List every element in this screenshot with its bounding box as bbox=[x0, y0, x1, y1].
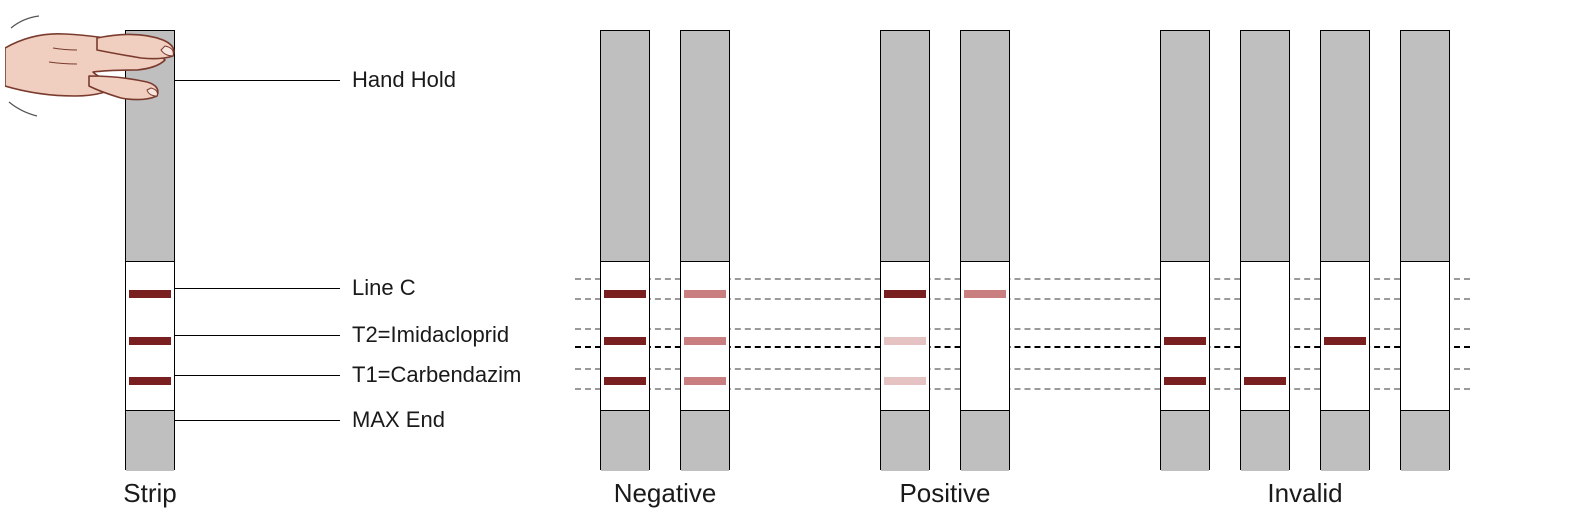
band-t1 bbox=[884, 377, 926, 385]
band-t2 bbox=[684, 337, 726, 345]
label-max-end: MAX End bbox=[352, 407, 445, 433]
band-t2 bbox=[1324, 337, 1366, 345]
strip-window bbox=[881, 261, 929, 411]
label-t1: T1=Carbendazim bbox=[352, 362, 521, 388]
strip-foot bbox=[601, 411, 649, 471]
strip-window bbox=[1161, 261, 1209, 411]
strip-handle bbox=[1401, 31, 1449, 261]
strip-foot bbox=[1401, 411, 1449, 471]
band-t1 bbox=[684, 377, 726, 385]
label-t2: T2=Imidacloprid bbox=[352, 322, 509, 348]
strip-window bbox=[601, 261, 649, 411]
strip-foot bbox=[881, 411, 929, 471]
band-t1 bbox=[1164, 377, 1206, 385]
strip-handle bbox=[1241, 31, 1289, 261]
strip-window bbox=[126, 261, 174, 411]
band-c bbox=[129, 290, 171, 298]
strip-negative-1 bbox=[600, 30, 650, 470]
strip-invalid-2 bbox=[1240, 30, 1290, 470]
band-t2 bbox=[1164, 337, 1206, 345]
leader-line bbox=[175, 335, 340, 336]
strip-window bbox=[1321, 261, 1369, 411]
strip-invalid-4 bbox=[1400, 30, 1450, 470]
strip-handle bbox=[601, 31, 649, 261]
label-hand-hold: Hand Hold bbox=[352, 67, 456, 93]
strip-foot bbox=[1161, 411, 1209, 471]
group-label-negative: Negative bbox=[585, 478, 745, 509]
band-t2 bbox=[129, 337, 171, 345]
strip-invalid-3 bbox=[1320, 30, 1370, 470]
band-t1 bbox=[129, 377, 171, 385]
strip-window bbox=[1241, 261, 1289, 411]
band-c bbox=[604, 290, 646, 298]
band-c bbox=[884, 290, 926, 298]
band-t2 bbox=[604, 337, 646, 345]
group-label-strip: Strip bbox=[70, 478, 230, 509]
group-label-invalid: Invalid bbox=[1225, 478, 1385, 509]
strip-handle bbox=[1321, 31, 1369, 261]
strip-handle bbox=[961, 31, 1009, 261]
leader-line bbox=[175, 288, 340, 289]
strip-foot bbox=[961, 411, 1009, 471]
label-line-c: Line C bbox=[352, 275, 416, 301]
strip-negative-2 bbox=[680, 30, 730, 470]
strip-handle bbox=[881, 31, 929, 261]
group-label-positive: Positive bbox=[865, 478, 1025, 509]
strip-foot bbox=[681, 411, 729, 471]
strip-window bbox=[961, 261, 1009, 411]
band-t1 bbox=[604, 377, 646, 385]
band-c bbox=[684, 290, 726, 298]
band-t2 bbox=[884, 337, 926, 345]
strip-positive-1 bbox=[880, 30, 930, 470]
leader-line bbox=[175, 375, 340, 376]
hand-icon bbox=[5, 10, 185, 120]
strip-handle bbox=[1161, 31, 1209, 261]
strip-foot bbox=[1321, 411, 1369, 471]
strip-positive-2 bbox=[960, 30, 1010, 470]
strip-window bbox=[1401, 261, 1449, 411]
strip-handle bbox=[681, 31, 729, 261]
leader-line bbox=[175, 420, 340, 421]
strip-window bbox=[681, 261, 729, 411]
band-c bbox=[964, 290, 1006, 298]
band-t1 bbox=[1244, 377, 1286, 385]
strip-foot bbox=[1241, 411, 1289, 471]
strip-foot bbox=[126, 411, 174, 471]
strip-invalid-1 bbox=[1160, 30, 1210, 470]
leader-line bbox=[175, 80, 340, 81]
